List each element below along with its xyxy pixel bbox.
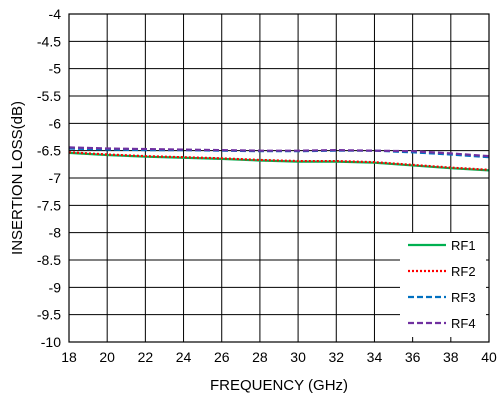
y-tick-label: -5 xyxy=(49,61,62,77)
plot-border xyxy=(68,13,490,343)
y-tick-label: -4 xyxy=(49,6,62,22)
y-tick-label: -4.5 xyxy=(37,33,61,49)
x-tick-label: 30 xyxy=(290,349,306,365)
x-tick-label: 24 xyxy=(176,349,192,365)
y-tick-label: -10 xyxy=(41,334,61,350)
series-layer xyxy=(68,146,490,172)
y-tick-label: -6 xyxy=(49,115,62,131)
y-tick-labels: -4 -4.5 -5 -5.5 -6 -6.5 -7 -7.5 -8 -8.5 -9 -9.5 -10 xyxy=(37,6,61,350)
x-tick-labels: 18 20 22 24 26 28 30 32 34 36 38 40 xyxy=(61,349,497,365)
y-tick-label: -8 xyxy=(49,225,62,241)
x-tick-label: 26 xyxy=(214,349,230,365)
x-tick-label: 36 xyxy=(405,349,421,365)
y-tick-label: -7.5 xyxy=(37,197,61,213)
x-tick-label: 22 xyxy=(138,349,154,365)
x-tick-label: 40 xyxy=(481,349,497,365)
series-line-rf4 xyxy=(68,146,490,158)
legend-label-rf3: RF3 xyxy=(451,290,476,305)
x-tick-label: 18 xyxy=(61,349,77,365)
y-axis-label: INSERTION LOSS(dB) xyxy=(9,101,26,255)
x-tick-label: 38 xyxy=(443,349,459,365)
y-tick-label: -9 xyxy=(49,279,62,295)
x-tick-label: 32 xyxy=(328,349,344,365)
y-tick-label: -9.5 xyxy=(37,307,61,323)
series-line-rf1 xyxy=(68,151,490,172)
y-tick-label: -7 xyxy=(49,170,62,186)
x-tick-label: 28 xyxy=(252,349,268,365)
x-tick-label: 34 xyxy=(367,349,383,365)
legend-background xyxy=(400,233,486,337)
legend: RF1 RF2 RF3 RF4 xyxy=(400,233,486,337)
legend-label-rf1: RF1 xyxy=(451,238,476,253)
y-tick-label: -6.5 xyxy=(37,143,61,159)
x-tick-label: 20 xyxy=(99,349,115,365)
y-tick-label: -8.5 xyxy=(37,252,61,268)
y-tick-label: -5.5 xyxy=(37,88,61,104)
x-axis-label: FREQUENCY (GHz) xyxy=(210,377,348,394)
legend-label-rf4: RF4 xyxy=(451,316,476,331)
legend-label-rf2: RF2 xyxy=(451,264,476,279)
